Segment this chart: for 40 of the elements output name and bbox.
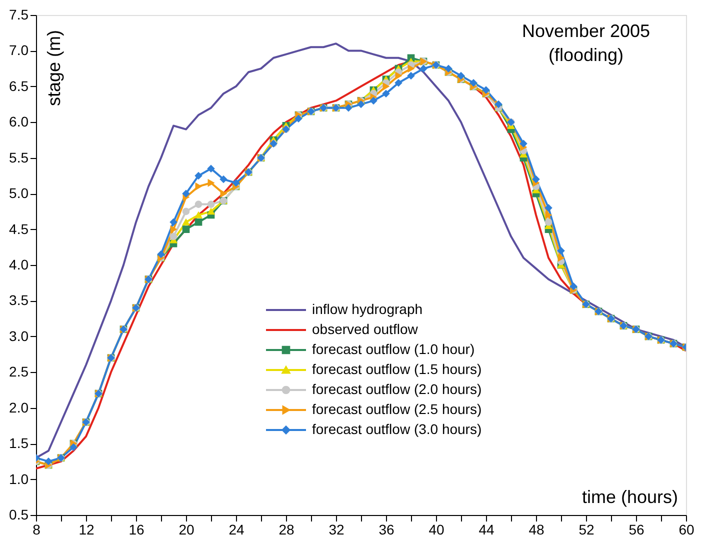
- legend-label: forecast outflow (2.0 hours): [312, 381, 482, 397]
- x-tick-label: 44: [478, 522, 494, 538]
- x-axis-title: time (hours): [582, 487, 678, 507]
- x-tick-label: 16: [128, 522, 144, 538]
- x-tick-label: 24: [228, 522, 244, 538]
- x-tick-label: 60: [678, 522, 694, 538]
- annotation: November 2005: [522, 21, 650, 41]
- x-tick-label: 12: [78, 522, 94, 538]
- y-tick-label: 2.0: [9, 399, 29, 416]
- y-tick-label: 0.5: [9, 506, 29, 522]
- legend-label: forecast outflow (2.5 hours): [312, 401, 482, 417]
- legend-label: forecast outflow (1.5 hours): [312, 361, 482, 377]
- y-tick-label: 1.5: [9, 435, 29, 452]
- x-tick-label: 32: [328, 522, 344, 538]
- y-tick-label: 7.0: [9, 42, 29, 58]
- x-tick-label: 56: [628, 522, 644, 538]
- legend-label: forecast outflow (1.0 hour): [312, 341, 475, 357]
- annotation: (flooding): [548, 45, 624, 65]
- y-tick-label: 2.5: [9, 364, 29, 380]
- y-tick-label: 3.5: [9, 292, 29, 308]
- x-tick-label: 28: [278, 522, 294, 538]
- y-axis-title: stage (m): [44, 30, 64, 106]
- x-tick-label: 52: [578, 522, 594, 538]
- x-tick-label: 40: [428, 522, 444, 538]
- y-tick-label: 5.5: [9, 149, 29, 166]
- x-tick-label: 48: [528, 522, 544, 538]
- y-tick-label: 5.0: [9, 185, 29, 202]
- y-tick-label: 6.0: [9, 114, 29, 130]
- x-tick-label: 20: [178, 522, 194, 538]
- legend-label: inflow hydrograph: [312, 301, 423, 317]
- legend-label: forecast outflow (3.0 hours): [312, 421, 482, 437]
- x-tick-label: 36: [378, 522, 394, 538]
- y-tick-label: 4.0: [9, 256, 29, 272]
- y-tick-label: 3.0: [9, 328, 29, 344]
- x-tick-label: 8: [32, 522, 41, 538]
- y-tick-label: 6.5: [9, 78, 29, 94]
- y-tick-label: 7.5: [9, 6, 29, 22]
- y-tick-label: 4.5: [9, 220, 29, 237]
- legend-label: observed outflow: [312, 321, 419, 337]
- y-tick-label: 1.0: [9, 470, 29, 487]
